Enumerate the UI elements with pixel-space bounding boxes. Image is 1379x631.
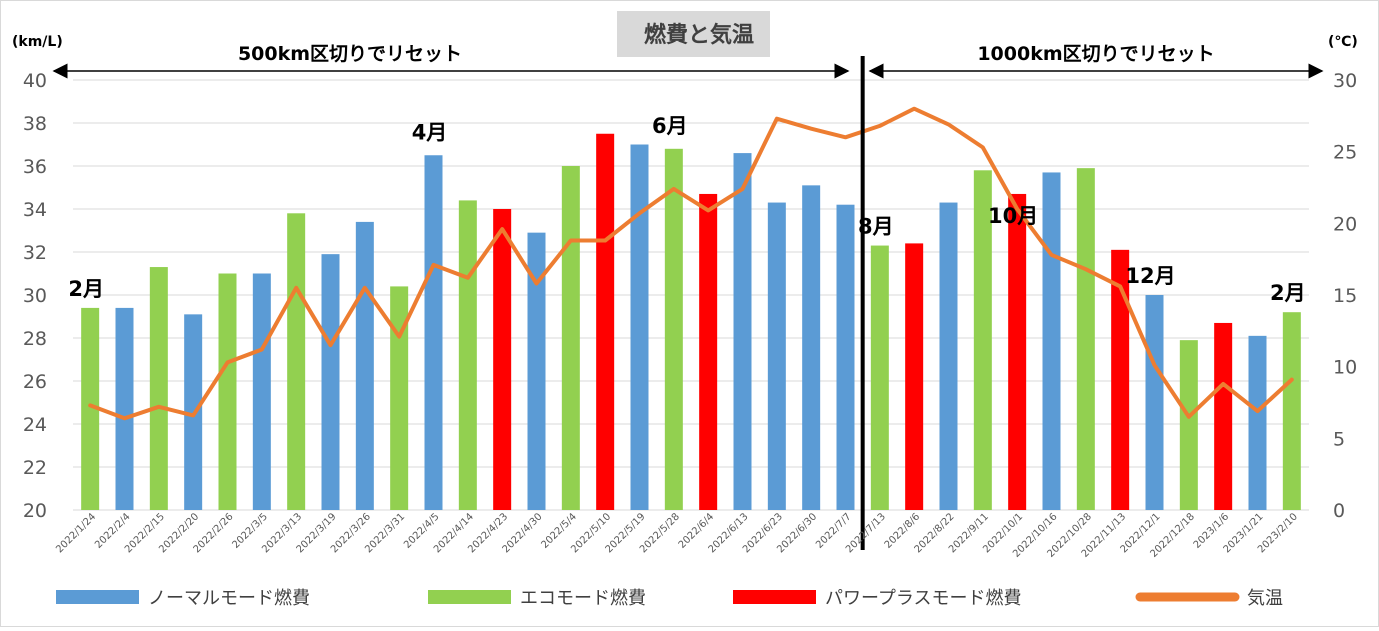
legend-label: エコモード燃費	[520, 588, 646, 609]
y-left-tick: 36	[23, 156, 47, 178]
bar-eco	[390, 286, 409, 510]
y-left-tick: 34	[23, 199, 47, 221]
bar-power	[905, 243, 924, 510]
bar-eco	[1282, 312, 1301, 510]
bar-normal	[836, 204, 855, 510]
month-label: 12月	[1125, 264, 1175, 288]
chart-title-box	[617, 11, 770, 57]
y-right-tick: 25	[1333, 142, 1357, 164]
legend-label: パワープラスモード燃費	[825, 588, 1022, 609]
bar-eco	[458, 200, 477, 510]
bar-normal	[424, 155, 443, 510]
bar-eco	[287, 213, 306, 511]
legend-swatch	[56, 590, 139, 604]
bar-power	[493, 209, 512, 510]
chart-title: 燃費と気温	[644, 22, 754, 48]
y-right-unit: (℃)	[1328, 34, 1358, 50]
y-left-tick: 26	[23, 371, 47, 393]
bar-eco	[664, 148, 683, 511]
month-label: 2月	[68, 277, 104, 301]
month-label: 10月	[988, 204, 1038, 228]
y-left-tick: 20	[23, 500, 47, 522]
bar-normal	[527, 232, 546, 510]
bar-eco	[973, 170, 992, 511]
bar-eco	[81, 307, 100, 510]
bar-eco	[218, 273, 237, 510]
bar-eco	[1179, 340, 1198, 510]
bar-eco	[870, 245, 889, 511]
y-left-tick: 28	[23, 328, 47, 350]
y-left-tick: 32	[23, 242, 47, 264]
y-right-tick: 5	[1333, 428, 1345, 450]
bar-normal	[1248, 335, 1267, 510]
y-left-tick: 24	[23, 414, 47, 436]
bar-normal	[767, 202, 786, 511]
y-left-tick: 30	[23, 285, 47, 307]
y-left-tick: 22	[23, 457, 47, 479]
legend-swatch	[428, 590, 511, 604]
bar-eco	[1076, 168, 1095, 510]
legend-label: 気温	[1247, 588, 1283, 609]
bar-normal	[630, 144, 649, 510]
bar-normal	[802, 185, 821, 510]
bar-normal	[252, 273, 271, 510]
bar-normal	[321, 254, 340, 510]
y-left-tick: 38	[23, 113, 47, 135]
reset-range-label: 1000km区切りでリセット	[977, 43, 1214, 65]
y-left-unit: (km/L)	[12, 34, 63, 50]
bar-power	[596, 133, 615, 510]
bar-power	[1214, 322, 1233, 510]
month-label: 6月	[652, 114, 688, 138]
bar-power	[1008, 193, 1027, 510]
bar-normal	[1145, 295, 1164, 510]
y-right-tick: 30	[1333, 70, 1357, 92]
bar-power	[699, 193, 718, 510]
bar-normal	[733, 153, 752, 510]
bar-eco	[561, 166, 580, 510]
y-right-tick: 20	[1333, 213, 1357, 235]
bar-normal	[1042, 172, 1061, 510]
bar-power	[1111, 249, 1130, 510]
legend-swatch	[733, 590, 816, 604]
bar-normal	[115, 307, 134, 510]
y-right-tick: 15	[1333, 285, 1357, 307]
month-label: 4月	[412, 120, 448, 144]
legend-label: ノーマルモード燃費	[148, 588, 310, 609]
y-right-tick: 0	[1333, 500, 1345, 522]
month-label: 8月	[858, 215, 894, 239]
bar-normal	[939, 202, 958, 511]
reset-range-label: 500km区切りでリセット	[238, 43, 462, 65]
temperature-line	[88, 106, 1294, 421]
y-left-tick: 40	[23, 70, 47, 92]
month-label: 2月	[1270, 281, 1306, 305]
bar-eco	[149, 267, 168, 510]
y-right-tick: 10	[1333, 357, 1357, 379]
bar-normal	[355, 221, 374, 510]
